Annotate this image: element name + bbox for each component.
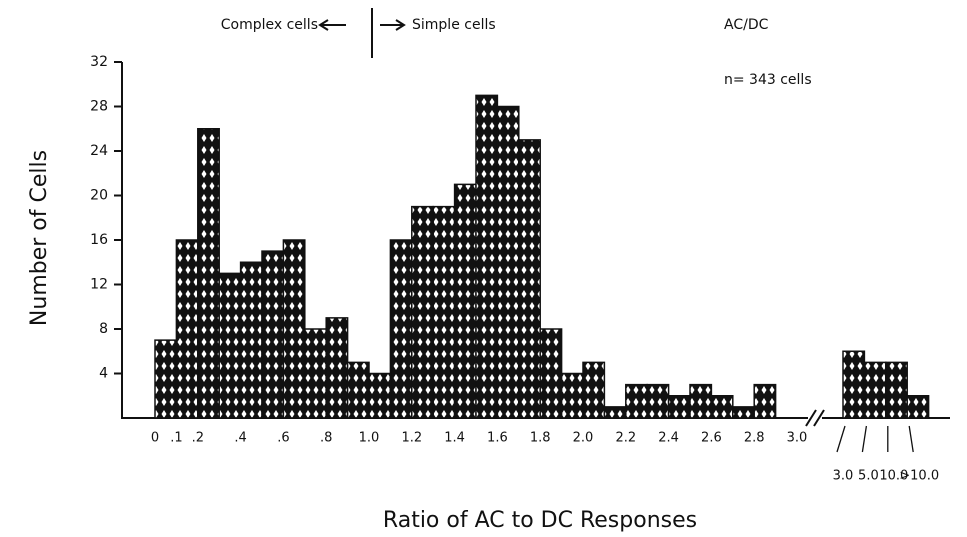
y-tick-label: 32	[90, 54, 108, 70]
bar	[863, 361, 887, 419]
bar	[239, 261, 263, 419]
bar	[261, 250, 285, 419]
x-tick-label: 0	[151, 431, 159, 446]
y-tick-label: 24	[90, 143, 108, 159]
y-axis-label: Number of Cells	[27, 150, 52, 326]
arrow-left	[318, 19, 346, 31]
label-pointer	[908, 425, 914, 453]
x-tick-label: 1.8	[530, 431, 551, 446]
x-tick-label: 1.0	[359, 431, 380, 446]
bar	[710, 395, 734, 419]
bar	[539, 328, 563, 419]
bar	[218, 272, 242, 419]
bar	[906, 395, 930, 419]
bar	[475, 94, 499, 419]
bar	[518, 139, 541, 419]
bar	[496, 105, 520, 419]
annotation: AC/DC	[724, 17, 769, 33]
arrow-right	[380, 19, 406, 31]
bar	[582, 361, 606, 419]
bar	[282, 239, 306, 419]
annotation: n= 343 cells	[724, 72, 812, 88]
y-tick-label: 28	[90, 99, 108, 115]
x-tick-label: .6	[277, 431, 289, 446]
x-tick-label: 2.2	[615, 431, 636, 446]
y-tick-label: 20	[90, 188, 108, 204]
x-tick-label: 1.4	[444, 431, 465, 446]
bar	[842, 350, 866, 419]
x-tick-label: 10.0	[879, 469, 908, 484]
bar	[197, 128, 220, 419]
x-axis-label: Ratio of AC to DC Responses	[383, 508, 697, 533]
axis-break	[805, 409, 825, 427]
annotation: Complex cells	[221, 17, 318, 33]
bar	[325, 317, 349, 419]
y-tick-label: 4	[99, 366, 108, 382]
bar	[411, 205, 434, 419]
x-tick-label: 1.6	[487, 431, 508, 446]
x-tick-label: .1	[170, 431, 182, 446]
label-pointer	[836, 425, 846, 453]
bar	[175, 239, 199, 419]
x-tick-label: 3.0	[787, 431, 808, 446]
bar	[753, 383, 777, 419]
bar	[646, 383, 670, 419]
bar	[368, 372, 392, 419]
bar	[689, 383, 713, 419]
x-tick-label: .2	[192, 431, 204, 446]
y-tick-label: 12	[90, 277, 108, 293]
bar	[885, 361, 908, 419]
y-tick-label: 8	[99, 321, 108, 337]
x-tick-label: 3.0	[833, 469, 854, 484]
bar	[304, 328, 327, 419]
bar	[389, 239, 413, 419]
x-tick-label: >10.0	[899, 469, 939, 484]
x-tick-label: 2.4	[658, 431, 679, 446]
bar	[346, 361, 370, 419]
bar	[732, 406, 755, 419]
x-tick-label: 2.8	[744, 431, 765, 446]
bar	[432, 205, 456, 419]
bar	[603, 406, 627, 419]
x-tick-label: .4	[234, 431, 246, 446]
x-tick-label: 2.6	[701, 431, 722, 446]
bar	[154, 339, 178, 419]
x-tick-label: 1.2	[401, 431, 422, 446]
bar	[560, 372, 584, 419]
annotation: Simple cells	[412, 17, 496, 33]
bar	[667, 395, 691, 419]
bar	[453, 183, 477, 419]
bar	[625, 383, 648, 419]
x-tick-label: 5.0	[858, 469, 879, 484]
x-tick-label: 2.0	[573, 431, 594, 446]
x-tick-label: .8	[320, 431, 332, 446]
label-pointer	[861, 425, 868, 453]
y-tick-label: 16	[90, 232, 108, 248]
